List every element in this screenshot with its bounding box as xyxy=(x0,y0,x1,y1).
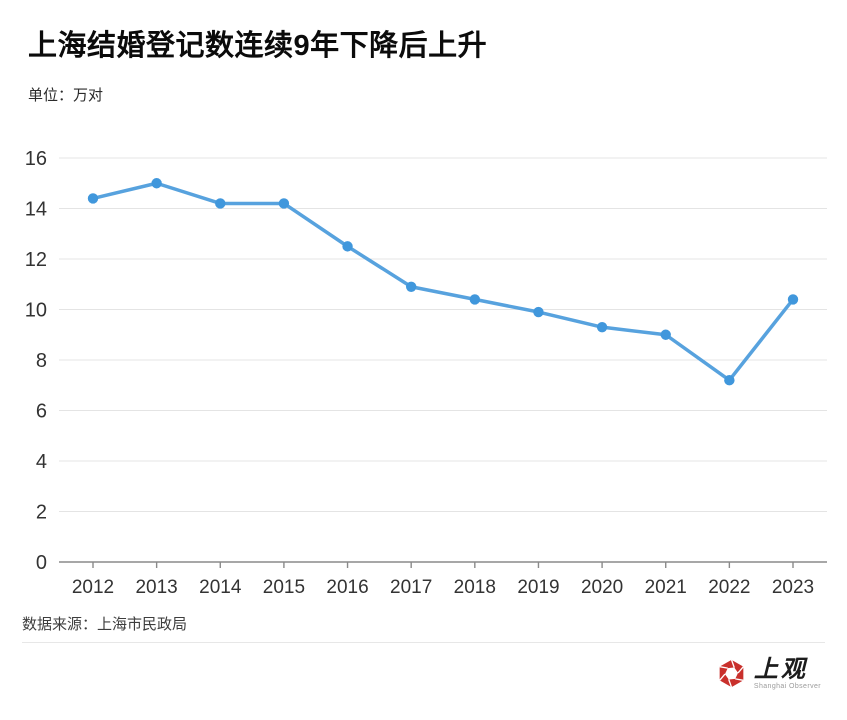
x-tick-label: 2015 xyxy=(263,577,305,598)
unit-label: 单位：万对 xyxy=(28,87,104,104)
y-tick-label: 6 xyxy=(36,401,47,423)
x-tick-label: 2022 xyxy=(708,577,750,598)
footer-divider xyxy=(22,642,825,643)
y-tick-label: 16 xyxy=(25,148,47,170)
x-tick-label: 2014 xyxy=(199,577,242,598)
page-title: 上海结婚登记数连续9年下降后上升 xyxy=(28,30,488,62)
y-tick-label: 2 xyxy=(36,502,47,524)
data-source: 数据来源：上海市民政局 xyxy=(22,616,188,633)
x-tick-label: 2017 xyxy=(390,577,432,598)
x-tick-label: 2012 xyxy=(72,577,114,598)
x-tick-label: 2023 xyxy=(772,577,814,598)
data-point-2014 xyxy=(215,198,226,209)
data-point-2017 xyxy=(405,281,417,292)
data-point-2022 xyxy=(724,375,735,386)
data-point-2015 xyxy=(278,198,290,209)
data-point-2013 xyxy=(151,178,162,189)
y-tick-label: 8 xyxy=(36,350,47,372)
x-tick-label: 2019 xyxy=(517,577,559,598)
y-tick-label: 12 xyxy=(25,249,47,271)
data-point-2018 xyxy=(469,294,481,305)
aperture-logo-icon xyxy=(719,659,744,688)
y-tick-label: 4 xyxy=(36,451,47,473)
data-point-2019 xyxy=(533,306,544,318)
data-point-2020 xyxy=(596,321,608,333)
data-series-line xyxy=(91,181,795,382)
y-tick-label: 14 xyxy=(25,199,47,221)
x-tick-label: 2018 xyxy=(454,577,496,598)
y-tick-label: 10 xyxy=(25,300,47,322)
x-tick-label: 2020 xyxy=(581,577,623,598)
x-tick-label: 2013 xyxy=(135,577,177,598)
data-point-2016 xyxy=(342,241,353,252)
data-point-2023 xyxy=(787,294,799,305)
line-chart: 0 2 4 6 8 10 12 14 16 2012 2013 2014 2015 2016 2017 201… xyxy=(25,148,827,598)
data-point-2021 xyxy=(660,329,671,340)
logo-subtext: Shanghai Observer xyxy=(753,683,821,690)
y-tick-label: 0 xyxy=(36,552,47,574)
shanghai-observer-logo: 上观 Shanghai Observer xyxy=(716,657,821,690)
data-point-2012 xyxy=(87,193,99,204)
x-tick-label: 2016 xyxy=(326,577,368,598)
logo-wordmark: 上观 xyxy=(753,654,808,683)
x-tick-label: 2021 xyxy=(645,577,687,598)
